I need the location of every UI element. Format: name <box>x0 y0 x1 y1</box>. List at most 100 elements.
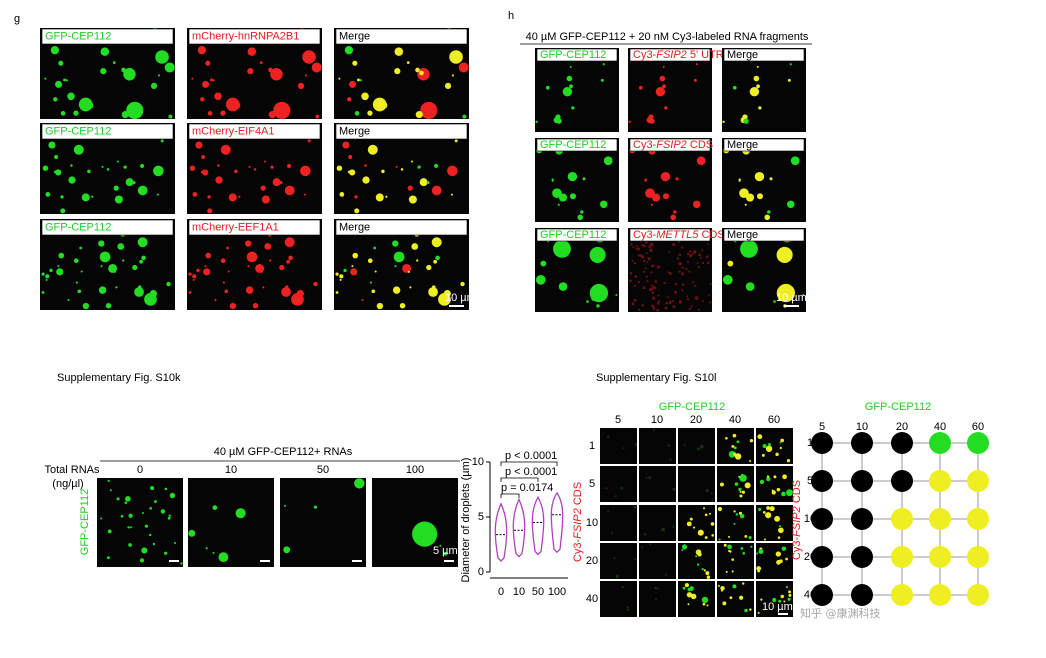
droplet <box>658 299 661 303</box>
channel-label: Merge <box>727 139 758 151</box>
droplet <box>439 544 442 547</box>
droplet <box>727 260 734 267</box>
x-tick-label: 100 <box>548 586 566 598</box>
droplet <box>342 141 350 149</box>
droplet <box>245 286 254 294</box>
droplet <box>416 259 419 262</box>
droplet <box>154 500 157 503</box>
droplet <box>750 545 753 548</box>
droplet <box>777 536 781 539</box>
micrograph <box>722 48 806 132</box>
droplet <box>558 282 568 291</box>
channel-label-part: Cy3- <box>633 49 657 61</box>
droplet <box>650 271 653 274</box>
droplet <box>419 178 428 187</box>
droplet <box>650 203 653 206</box>
droplet <box>642 259 646 263</box>
droplet <box>164 487 168 491</box>
droplet <box>60 208 66 214</box>
droplet <box>651 193 661 202</box>
droplet <box>45 274 50 279</box>
droplet <box>678 270 681 273</box>
droplet <box>101 165 104 168</box>
droplet <box>659 75 666 82</box>
droplet <box>772 597 777 603</box>
droplet <box>128 513 133 518</box>
droplet <box>672 487 676 491</box>
droplet <box>188 529 196 537</box>
column-label: 50 <box>317 464 329 476</box>
droplet <box>717 506 723 512</box>
row-label: 10 <box>586 517 598 529</box>
droplet <box>678 261 682 266</box>
violin <box>512 497 526 558</box>
droplet <box>686 261 689 264</box>
droplet <box>788 593 792 597</box>
droplet <box>352 60 358 66</box>
row-header: Cy3-FSIP2 CDS <box>791 480 803 560</box>
droplet <box>749 438 754 443</box>
droplet <box>201 155 206 159</box>
droplet <box>562 86 573 97</box>
droplet <box>706 604 709 607</box>
droplet <box>374 270 377 273</box>
droplet <box>766 476 771 482</box>
droplet <box>188 272 192 276</box>
droplet <box>428 287 438 297</box>
droplet <box>205 252 212 259</box>
scale-bar-label: 5 µm <box>433 545 458 557</box>
droplet <box>196 268 200 273</box>
droplet <box>45 191 51 197</box>
droplet <box>670 214 677 221</box>
droplet <box>417 165 421 169</box>
droplet <box>634 443 637 446</box>
droplet <box>354 111 360 116</box>
droplet <box>367 258 373 264</box>
droplet <box>451 74 454 77</box>
droplet <box>693 526 696 529</box>
droplet <box>73 144 84 155</box>
droplet <box>44 77 47 80</box>
droplet <box>220 110 226 116</box>
droplet <box>375 193 384 202</box>
droplet <box>553 239 571 258</box>
micrograph <box>678 505 715 541</box>
phase-state <box>851 470 873 492</box>
phase-state <box>811 546 833 568</box>
droplet <box>125 178 134 187</box>
channel-label-part: Cy3- <box>633 229 657 241</box>
droplet <box>582 177 586 181</box>
droplet <box>648 249 652 252</box>
droplet <box>166 281 171 287</box>
micrograph <box>600 505 637 541</box>
droplet <box>107 479 110 482</box>
droplet <box>419 70 424 76</box>
droplet <box>757 611 760 614</box>
droplet <box>633 284 637 287</box>
droplet <box>711 534 714 537</box>
watermark: 知乎 @康渊科技 <box>800 606 881 620</box>
droplet <box>664 306 668 310</box>
droplet <box>780 594 784 599</box>
droplet <box>739 490 742 493</box>
droplet <box>742 114 748 120</box>
channel-label-box <box>41 123 174 140</box>
droplet <box>680 289 684 292</box>
droplet <box>787 78 791 82</box>
droplet <box>53 170 57 174</box>
droplet <box>460 281 465 287</box>
droplet <box>200 170 204 174</box>
droplet <box>731 558 734 561</box>
droplet <box>394 265 397 268</box>
droplet <box>749 459 752 462</box>
droplet <box>207 195 211 199</box>
droplet <box>204 265 207 268</box>
droplet <box>767 442 772 446</box>
droplet <box>349 169 356 176</box>
droplet <box>710 492 713 495</box>
droplet <box>681 272 685 276</box>
droplet <box>718 538 721 541</box>
droplet <box>740 547 744 550</box>
phase-state <box>891 546 913 568</box>
droplet <box>304 74 307 77</box>
